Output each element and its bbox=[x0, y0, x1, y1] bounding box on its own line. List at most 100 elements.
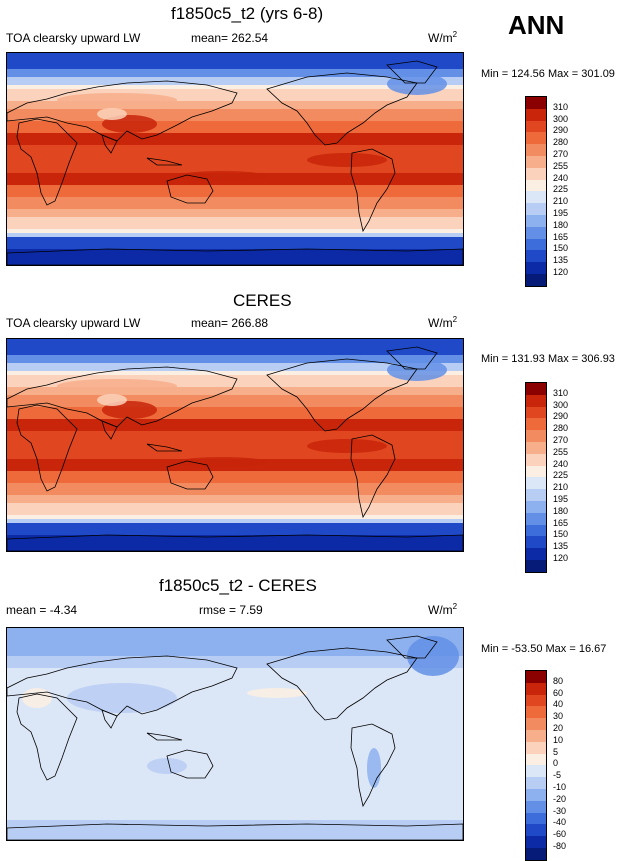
colorbar-level-label: -20 bbox=[553, 793, 567, 804]
coastline bbox=[7, 80, 238, 142]
map-latitude-band bbox=[7, 828, 463, 833]
map-latitude-band bbox=[7, 427, 463, 432]
map-regional-patch bbox=[97, 394, 127, 406]
colorbar-level-label: 60 bbox=[553, 687, 564, 698]
colorbar-swatch bbox=[526, 812, 546, 825]
coastline bbox=[7, 248, 463, 265]
map-latitude-band bbox=[7, 193, 463, 198]
map-latitude-band bbox=[7, 89, 463, 94]
colorbar-swatch bbox=[526, 824, 546, 837]
colorbar-level-label: 5 bbox=[553, 746, 559, 757]
map-latitude-band bbox=[7, 371, 463, 376]
map-latitude-band bbox=[7, 740, 463, 745]
map-latitude-band bbox=[7, 668, 463, 673]
coastline bbox=[266, 72, 418, 146]
colorbar-swatch bbox=[526, 536, 546, 549]
map-latitude-band bbox=[7, 487, 463, 492]
coastline bbox=[101, 134, 118, 154]
map-latitude-band bbox=[7, 724, 463, 729]
map-latitude-band bbox=[7, 105, 463, 110]
coastline bbox=[7, 534, 463, 551]
map-latitude-band bbox=[7, 65, 463, 70]
colorbar-level-label: 195 bbox=[553, 208, 569, 218]
map-latitude-band bbox=[7, 475, 463, 480]
map-field bbox=[7, 628, 463, 840]
colorbar-swatch bbox=[526, 477, 546, 490]
colorbar-swatch bbox=[526, 179, 546, 192]
map-latitude-band bbox=[7, 343, 463, 348]
map-latitude-band bbox=[7, 716, 463, 721]
coastline bbox=[16, 404, 78, 492]
panel-1-map bbox=[6, 52, 464, 266]
map-latitude-band bbox=[7, 672, 463, 677]
map-latitude-band bbox=[7, 748, 463, 753]
colorbar-level-label: -80 bbox=[553, 841, 567, 851]
panel-3-map bbox=[6, 627, 464, 841]
coastline bbox=[101, 709, 118, 729]
map-latitude-band bbox=[7, 447, 463, 452]
colorbar-level-label: 180 bbox=[553, 219, 569, 230]
map-latitude-band bbox=[7, 652, 463, 657]
map-latitude-band bbox=[7, 355, 463, 360]
panel-1-mean: mean= 262.54 bbox=[191, 31, 269, 45]
map-latitude-band bbox=[7, 664, 463, 669]
map-regional-patch bbox=[147, 758, 187, 774]
map-latitude-band bbox=[7, 387, 463, 392]
colorbar-swatch bbox=[526, 671, 546, 683]
map-latitude-band bbox=[7, 221, 463, 226]
map-latitude-band bbox=[7, 688, 463, 693]
panel-1-title: f1850c5_t2 (yrs 6-8) bbox=[171, 4, 324, 23]
colorbar-swatch bbox=[526, 120, 546, 133]
colorbar-swatch bbox=[526, 836, 546, 848]
map-regional-patch bbox=[67, 683, 177, 713]
coastline bbox=[101, 420, 118, 440]
colorbar-level-label: 165 bbox=[553, 517, 569, 528]
map-latitude-band bbox=[7, 363, 463, 368]
map-latitude-band bbox=[7, 125, 463, 130]
colorbar-swatch bbox=[526, 226, 546, 239]
coastline bbox=[386, 60, 438, 84]
map-latitude-band bbox=[7, 788, 463, 793]
map-latitude-band bbox=[7, 439, 463, 444]
colorbar-swatch bbox=[526, 500, 546, 513]
colorbar-level-label: -5 bbox=[553, 770, 562, 781]
map-latitude-band bbox=[7, 431, 463, 436]
map-latitude-band bbox=[7, 375, 463, 380]
map-latitude-band bbox=[7, 768, 463, 773]
season-label: ANN bbox=[508, 10, 565, 40]
coastline bbox=[266, 358, 418, 432]
colorbar-swatch bbox=[526, 453, 546, 466]
map-regional-patch bbox=[57, 93, 177, 107]
coastline bbox=[266, 647, 418, 721]
colorbar-swatch bbox=[526, 788, 546, 801]
colorbar-swatch bbox=[526, 418, 546, 431]
colorbar-swatch bbox=[526, 394, 546, 407]
map-latitude-band bbox=[7, 225, 463, 230]
map-latitude-band bbox=[7, 185, 463, 190]
map-regional-patch bbox=[177, 457, 267, 467]
map-latitude-band bbox=[7, 153, 463, 158]
panel-3-rmse: rmse = 7.59 bbox=[199, 603, 263, 617]
map-latitude-band bbox=[7, 467, 463, 472]
coastline bbox=[146, 732, 183, 741]
map-latitude-band bbox=[7, 85, 463, 90]
colorbar-swatch bbox=[526, 203, 546, 215]
map-regional-patch bbox=[57, 379, 177, 393]
map-latitude-band bbox=[7, 732, 463, 737]
map-latitude-band bbox=[7, 205, 463, 210]
map-latitude-band bbox=[7, 121, 463, 126]
map-regional-patch bbox=[307, 439, 387, 453]
map-latitude-band bbox=[7, 728, 463, 733]
colorbar-swatch bbox=[526, 847, 546, 860]
colorbar-level-label: 180 bbox=[553, 505, 569, 516]
map-latitude-band bbox=[7, 213, 463, 218]
colorbar-level-label: 310 bbox=[553, 387, 569, 398]
colorbar-swatch bbox=[526, 167, 546, 180]
map-latitude-band bbox=[7, 808, 463, 813]
map-latitude-band bbox=[7, 411, 463, 416]
colorbar-swatch bbox=[526, 144, 546, 156]
colorbar-level-label: 0 bbox=[553, 758, 559, 769]
map-latitude-band bbox=[7, 523, 463, 528]
map-latitude-band bbox=[7, 347, 463, 352]
colorbar-swatch bbox=[526, 753, 546, 766]
